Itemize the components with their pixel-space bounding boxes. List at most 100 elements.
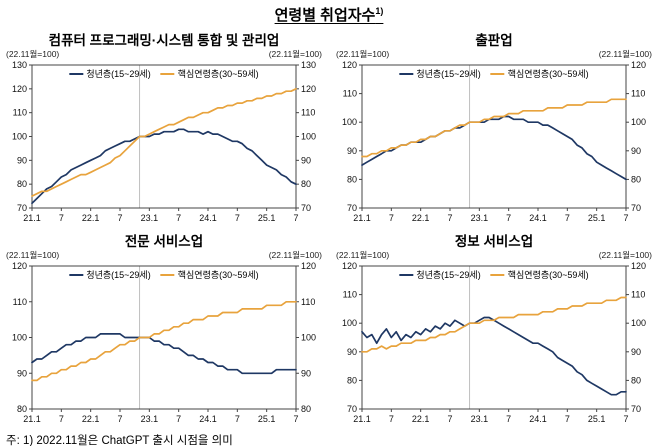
svg-text:80: 80 [17, 404, 27, 414]
charts-grid: 컴퓨터 프로그래밍·시스템 통합 및 관리업 (22.11월=100) (22.… [0, 27, 658, 429]
svg-text:22.1: 22.1 [82, 213, 100, 223]
axis-notes: (22.11월=100) (22.11월=100) [6, 250, 322, 261]
svg-text:90: 90 [347, 347, 357, 357]
svg-text:90: 90 [631, 347, 641, 357]
page-title: 연령별 취업자수1) [0, 4, 658, 25]
axis-note-left: (22.11월=100) [6, 49, 60, 59]
svg-text:90: 90 [301, 368, 311, 378]
legend-key-youth [399, 72, 414, 75]
svg-text:90: 90 [17, 368, 27, 378]
svg-text:7: 7 [506, 414, 511, 424]
svg-text:22.1: 22.1 [412, 213, 430, 223]
svg-text:21.1: 21.1 [353, 414, 371, 424]
svg-text:24.1: 24.1 [199, 213, 217, 223]
chart-panel-publishing: 출판업 (22.11월=100) (22.11월=100) 청년층(15~29세… [334, 27, 654, 228]
svg-text:7: 7 [565, 414, 570, 424]
svg-text:23.1: 23.1 [141, 213, 159, 223]
axis-notes: (22.11월=100) (22.11월=100) [336, 49, 652, 60]
svg-text:7: 7 [293, 414, 298, 424]
svg-text:21.1: 21.1 [23, 213, 41, 223]
chart-title: 출판업 [475, 33, 513, 48]
svg-text:120: 120 [342, 261, 357, 271]
axis-note-left: (22.11월=100) [336, 250, 390, 260]
svg-text:7: 7 [447, 414, 452, 424]
svg-text:7: 7 [293, 213, 298, 223]
svg-text:70: 70 [631, 404, 641, 414]
svg-text:23.1: 23.1 [141, 414, 159, 424]
chart-panel-professional-services: 전문 서비스업 (22.11월=100) (22.11월=100) 청년층(15… [4, 228, 324, 429]
axis-note-right: (22.11월=100) [598, 49, 652, 59]
svg-text:110: 110 [301, 297, 315, 307]
svg-text:130: 130 [12, 60, 27, 70]
svg-text:90: 90 [631, 146, 641, 156]
svg-text:70: 70 [347, 404, 357, 414]
svg-text:70: 70 [347, 203, 357, 213]
svg-text:7: 7 [623, 213, 628, 223]
svg-text:7: 7 [235, 213, 240, 223]
svg-text:100: 100 [631, 318, 646, 328]
axis-notes: (22.11월=100) (22.11월=100) [6, 49, 322, 60]
svg-text:80: 80 [347, 375, 357, 385]
legend-item-youth: 청년층(15~29세) [399, 67, 481, 80]
svg-text:100: 100 [342, 117, 357, 127]
legend-label-core: 핵심연령층(30~59세) [507, 270, 589, 280]
chart-title: 전문 서비스업 [124, 234, 204, 249]
svg-text:21.1: 21.1 [353, 213, 371, 223]
svg-text:80: 80 [347, 174, 357, 184]
legend-item-core: 핵심연령층(30~59세) [490, 67, 589, 80]
svg-text:70: 70 [17, 203, 27, 213]
svg-text:90: 90 [347, 146, 357, 156]
svg-text:7: 7 [117, 213, 122, 223]
legend-item-core: 핵심연령층(30~59세) [490, 268, 589, 281]
axis-notes: (22.11월=100) (22.11월=100) [336, 250, 652, 261]
footnote: 주: 1) 2022.11월은 ChatGPT 출시 시점을 의미 [6, 435, 233, 446]
legend-key-youth [69, 273, 84, 276]
plot-area: (22.11월=100) (22.11월=100) 청년층(15~29세) 핵심… [336, 49, 652, 228]
svg-text:110: 110 [343, 290, 357, 300]
svg-text:70: 70 [631, 203, 641, 213]
svg-text:100: 100 [342, 318, 357, 328]
svg-text:120: 120 [342, 60, 357, 70]
axis-note-right: (22.11월=100) [268, 49, 322, 59]
legend-item-core: 핵심연령층(30~59세) [160, 268, 259, 281]
axis-note-left: (22.11월=100) [336, 49, 390, 59]
svg-text:100: 100 [12, 333, 27, 343]
legend-label-core: 핵심연령층(30~59세) [507, 69, 589, 79]
legend-item-core: 핵심연령층(30~59세) [160, 67, 259, 80]
svg-text:25.1: 25.1 [588, 414, 606, 424]
svg-text:7: 7 [447, 213, 452, 223]
svg-text:24.1: 24.1 [529, 213, 547, 223]
svg-text:80: 80 [631, 174, 641, 184]
line-chart-publishing: 70 70 80 80 90 90 100 100 110 110 120 120 21.1 7 22.1 7… [342, 60, 646, 223]
svg-text:90: 90 [301, 155, 311, 165]
legend-item-youth: 청년층(15~29세) [399, 268, 481, 281]
svg-text:7: 7 [176, 414, 181, 424]
svg-text:120: 120 [631, 261, 646, 271]
legend-label-core: 핵심연령층(30~59세) [177, 270, 259, 280]
svg-text:80: 80 [301, 404, 311, 414]
legend-key-youth [69, 72, 84, 75]
svg-text:7: 7 [59, 414, 64, 424]
legend-key-core [160, 72, 175, 75]
svg-text:120: 120 [12, 261, 27, 271]
svg-text:24.1: 24.1 [199, 414, 217, 424]
legend-key-core [490, 72, 505, 75]
svg-text:120: 120 [631, 60, 646, 70]
legend: 청년층(15~29세) 핵심연령층(30~59세) [69, 268, 259, 281]
svg-text:110: 110 [13, 108, 27, 118]
svg-text:21.1: 21.1 [23, 414, 41, 424]
svg-text:24.1: 24.1 [529, 414, 547, 424]
legend-item-youth: 청년층(15~29세) [69, 268, 151, 281]
svg-text:100: 100 [12, 132, 27, 142]
chart-title: 정보 서비스업 [454, 234, 534, 249]
plot-area: (22.11월=100) (22.11월=100) 청년층(15~29세) 핵심… [6, 49, 322, 228]
svg-text:120: 120 [301, 261, 316, 271]
svg-text:7: 7 [117, 414, 122, 424]
legend-key-youth [399, 273, 414, 276]
page-title-text: 연령별 취업자수 [274, 7, 376, 24]
svg-text:25.1: 25.1 [258, 414, 276, 424]
svg-text:70: 70 [301, 203, 311, 213]
legend: 청년층(15~29세) 핵심연령층(30~59세) [399, 268, 589, 281]
legend: 청년층(15~29세) 핵심연령층(30~59세) [399, 67, 589, 80]
